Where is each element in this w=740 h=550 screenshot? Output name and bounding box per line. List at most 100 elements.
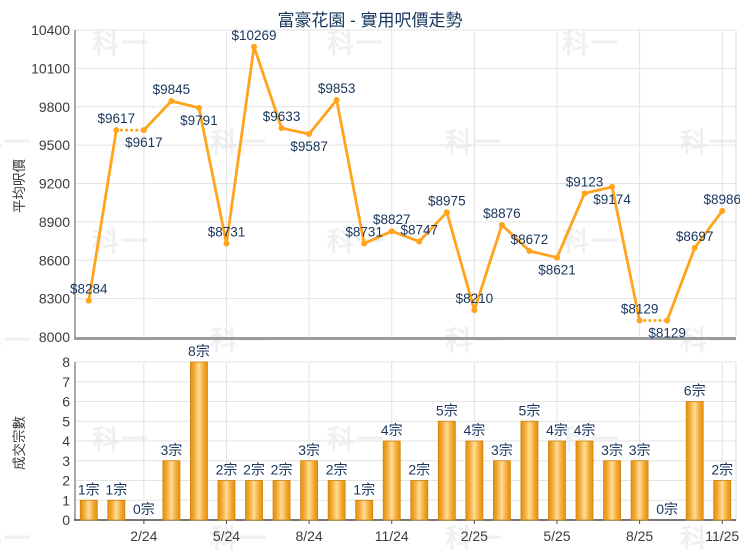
volume-bar[interactable] — [603, 460, 621, 521]
volume-bar-label: 3宗 — [491, 442, 513, 458]
data-point[interactable] — [526, 248, 533, 255]
price-line-segment — [500, 223, 531, 253]
price-line-segment — [473, 224, 504, 311]
watermark-text: 科一 — [0, 524, 33, 550]
data-point[interactable] — [609, 183, 616, 190]
volume-bar-label: 2宗 — [711, 462, 733, 478]
data-point[interactable] — [113, 127, 120, 134]
data-point[interactable] — [719, 207, 726, 214]
y-tick-label: 8900 — [39, 214, 70, 230]
x-tick-label: 2/25 — [461, 528, 488, 544]
volume-bar[interactable] — [272, 480, 291, 521]
point-value-label: $9174 — [593, 192, 631, 207]
point-value-label: $9617 — [98, 111, 136, 126]
data-point[interactable] — [168, 97, 175, 104]
y-tick-label: 5 — [62, 413, 70, 429]
watermark-text: 科一 — [327, 425, 385, 455]
volume-bar[interactable] — [107, 499, 126, 521]
watermark-text: 科一 — [445, 326, 503, 356]
x-tick-label: 5/24 — [213, 528, 240, 544]
point-value-label: $9845 — [153, 82, 191, 97]
volume-bar[interactable] — [520, 420, 539, 521]
point-value-label: $9633 — [263, 109, 301, 124]
y-tick-label: 6 — [62, 394, 70, 410]
data-point[interactable] — [471, 307, 478, 314]
volume-bar[interactable] — [355, 499, 374, 521]
data-point[interactable] — [333, 96, 340, 103]
volume-bar[interactable] — [548, 440, 566, 521]
volume-bar[interactable] — [300, 460, 319, 521]
data-point[interactable] — [553, 254, 560, 261]
y-tick-label: 10400 — [31, 22, 70, 38]
y-tick-label: 9200 — [39, 176, 70, 192]
volume-bar-label: 4宗 — [546, 422, 568, 438]
volume-bar[interactable] — [437, 420, 456, 521]
data-point[interactable] — [691, 244, 698, 251]
watermark-text: 科一 — [680, 524, 738, 550]
volume-bar-label: 2宗 — [271, 462, 293, 478]
volume-bar[interactable] — [685, 401, 704, 521]
point-value-label: $8975 — [428, 193, 466, 208]
volume-bar-label: 2宗 — [408, 462, 430, 478]
volume-bar[interactable] — [410, 480, 429, 521]
volume-bar[interactable] — [575, 440, 594, 521]
volume-bar[interactable] — [79, 499, 98, 521]
data-point[interactable] — [388, 228, 395, 235]
price-line-segment — [87, 129, 118, 301]
watermark-text: 科一 — [680, 326, 738, 356]
volume-bar-label: 1宗 — [105, 481, 127, 497]
y-tick-label: 0 — [62, 512, 70, 528]
data-point[interactable] — [223, 240, 230, 247]
point-value-label: $8129 — [648, 325, 686, 340]
watermark-text: 科一 — [92, 425, 150, 455]
volume-bar-label: 5宗 — [519, 402, 541, 418]
volume-bar[interactable] — [162, 460, 181, 521]
volume-bar[interactable] — [245, 480, 263, 521]
watermark-text: 科一 — [0, 326, 33, 356]
data-point[interactable] — [195, 104, 202, 111]
volume-bar[interactable] — [217, 480, 236, 521]
data-point[interactable] — [636, 317, 643, 324]
data-point[interactable] — [443, 209, 450, 216]
volume-bar[interactable] — [327, 480, 346, 521]
point-value-label: $9791 — [180, 113, 218, 128]
volume-bar-label: 8宗 — [188, 343, 210, 359]
x-tick-label: 8/25 — [626, 528, 653, 544]
watermark-text: 科一 — [680, 128, 738, 158]
volume-bar-label: 4宗 — [463, 422, 485, 438]
data-point[interactable] — [416, 238, 423, 245]
price-line-segment — [171, 99, 200, 110]
data-point[interactable] — [664, 317, 671, 324]
data-point[interactable] — [251, 43, 258, 50]
volume-bar-label: 1宗 — [78, 481, 100, 497]
volume-bar[interactable] — [713, 480, 732, 521]
data-point[interactable] — [581, 190, 588, 197]
price-line-segment — [335, 99, 366, 244]
y-tick-label: 7 — [62, 374, 70, 390]
price-line-segment — [584, 185, 613, 195]
x-tick-label: 8/24 — [295, 528, 322, 544]
price-line-segment — [142, 100, 173, 132]
volume-bar[interactable] — [382, 440, 401, 521]
volume-bar[interactable] — [630, 460, 649, 521]
y-tick-label: 8 — [62, 354, 70, 370]
data-point[interactable] — [361, 240, 368, 247]
watermark-text: 科一 — [327, 29, 385, 59]
data-point[interactable] — [140, 127, 147, 134]
watermark-text: 科一 — [445, 524, 503, 550]
data-point[interactable] — [306, 130, 313, 137]
point-value-label: $9587 — [290, 139, 328, 154]
data-point[interactable] — [85, 297, 92, 304]
watermark-text: 科一 — [0, 128, 33, 158]
y-axis-title-volume: 成交宗數 — [12, 416, 27, 470]
y-tick-label: 1 — [62, 492, 70, 508]
volume-bar[interactable] — [492, 460, 511, 521]
volume-bar-label: 3宗 — [629, 442, 651, 458]
price-line-segment — [281, 126, 310, 136]
y-axis-title-price: 平均呎價 — [12, 159, 27, 213]
volume-bar[interactable] — [190, 361, 208, 521]
data-point[interactable] — [278, 125, 285, 132]
data-point[interactable] — [498, 221, 505, 228]
volume-bar[interactable] — [465, 440, 484, 521]
price-line-segment — [197, 107, 228, 244]
